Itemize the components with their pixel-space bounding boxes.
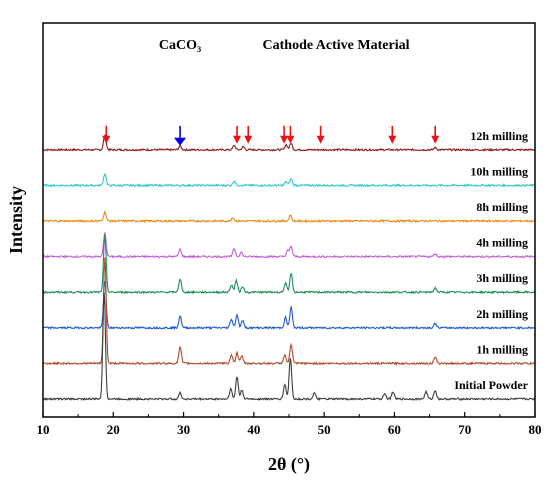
series-label: Initial Powder	[454, 378, 528, 392]
x-tick-label: 80	[529, 422, 542, 437]
x-tick-label: 40	[247, 422, 260, 437]
cathode-arrow-head	[431, 135, 440, 144]
caco3-label: CaCO₃	[159, 38, 201, 53]
annotation-layer: CaCO₃ Cathode Active Material	[102, 38, 440, 146]
cathode-arrow-head	[316, 135, 325, 144]
x-axis: 10 20 30 40 50 60 70 80	[37, 412, 542, 437]
y-axis-title: Intensity	[6, 186, 26, 254]
x-tick-label: 70	[458, 422, 471, 437]
series-line	[42, 281, 536, 331]
x-tick-label: 30	[177, 422, 190, 437]
cathode-arrow-head	[280, 135, 289, 144]
cathode-label: Cathode Active Material	[263, 38, 410, 53]
series-line	[42, 257, 536, 366]
series-label: 1h milling	[476, 342, 528, 356]
cathode-arrow-head	[232, 135, 241, 144]
series-layer: 12h milling 10h milling 8h milling 4h milli…	[42, 129, 536, 402]
x-tick-label: 60	[388, 422, 401, 437]
series-line	[42, 292, 536, 402]
series-label: 4h milling	[476, 236, 528, 250]
cathode-arrow-head	[286, 135, 295, 144]
x-tick-label: 10	[37, 422, 50, 437]
x-tick-label: 50	[318, 422, 331, 437]
cathode-arrow-head	[102, 135, 111, 144]
series-line	[42, 235, 536, 295]
series-line	[42, 209, 536, 224]
caco3-arrow-head	[174, 137, 187, 146]
cathode-arrow-head	[388, 135, 397, 144]
series-label: 2h milling	[476, 307, 528, 321]
series-line	[42, 232, 536, 259]
series-line	[42, 134, 536, 152]
series-label: 3h milling	[476, 271, 528, 285]
series-label: 12h milling	[470, 129, 528, 143]
series-line	[42, 172, 536, 188]
series-label: 10h milling	[470, 164, 528, 178]
cathode-arrow-head	[244, 135, 253, 144]
x-axis-title: 2θ (°)	[268, 454, 310, 475]
x-tick-label: 20	[107, 422, 120, 437]
series-label: 8h milling	[476, 200, 528, 214]
